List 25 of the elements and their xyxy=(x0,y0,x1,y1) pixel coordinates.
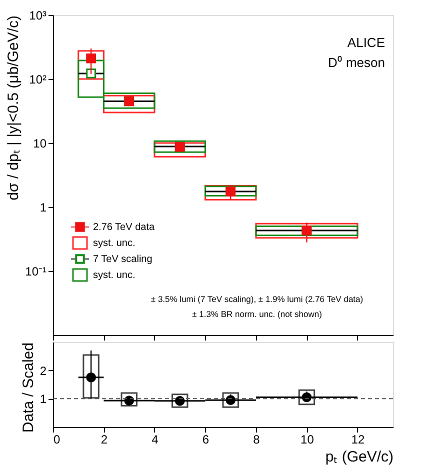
x-tick-label: 8 xyxy=(253,432,260,446)
legend-label: 7 TeV scaling xyxy=(93,254,152,265)
y-tick-label: 10⁻¹ xyxy=(25,264,47,278)
y-tick-label: 10 xyxy=(33,136,47,150)
x-tick-label: 4 xyxy=(152,432,159,446)
annotation: ALICE xyxy=(347,35,386,50)
y-axis-title: dσ / dpₜ | |y|<0.5 (μb/GeV/c) xyxy=(5,16,22,200)
y-tick-label: 10³ xyxy=(29,8,47,22)
annotation: ± 3.5% lumi (7 TeV scaling), ± 1.9% lumi (2.76 TeV data) xyxy=(150,294,364,304)
legend-label: 2.76 TeV data xyxy=(93,222,155,233)
x-axis-title: pₜ (GeV/c) xyxy=(325,448,394,466)
y-tick-label: 1 xyxy=(40,200,47,214)
y-tick-label: 1 xyxy=(40,392,47,406)
x-tick-label: 0 xyxy=(54,432,60,446)
legend-label: syst. unc. xyxy=(93,270,136,281)
y-axis-title: Data / Scaled xyxy=(20,342,37,433)
annotation: D⁰ meson xyxy=(328,55,385,70)
x-tick-label: 2 xyxy=(100,432,108,446)
y-tick-label: 10² xyxy=(29,72,47,86)
x-tick-label: 6 xyxy=(202,432,210,446)
annotation: ± 1.3% BR norm. unc. (not shown) xyxy=(192,309,322,319)
legend-label: syst. unc. xyxy=(93,238,136,249)
x-tick-label: 12 xyxy=(351,432,365,446)
y-tick-label: 2 xyxy=(40,364,47,378)
x-tick-label: 10 xyxy=(300,432,314,446)
